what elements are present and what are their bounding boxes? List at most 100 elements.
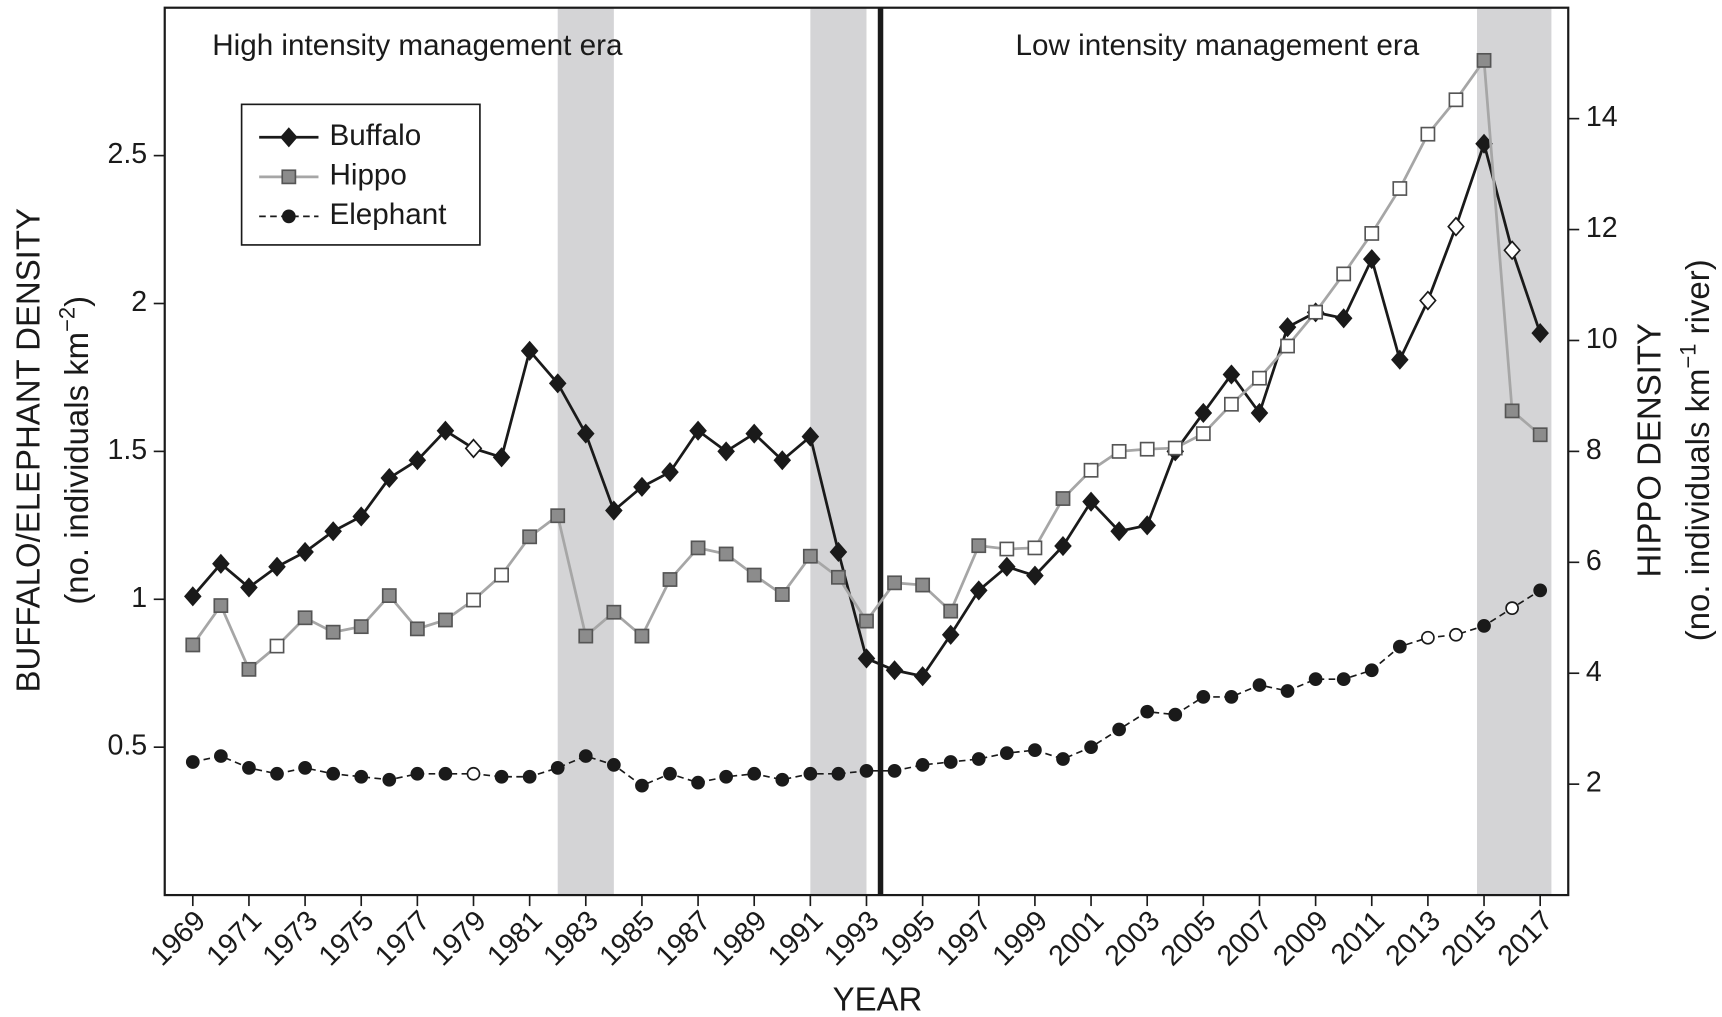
data-point bbox=[466, 592, 481, 608]
data-point bbox=[240, 577, 258, 598]
data-point bbox=[550, 761, 565, 775]
data-point bbox=[999, 746, 1014, 760]
data-point bbox=[718, 546, 734, 562]
data-point bbox=[1138, 515, 1156, 536]
data-point bbox=[1392, 181, 1408, 196]
data-point bbox=[1392, 639, 1407, 654]
data-point bbox=[1082, 491, 1100, 512]
y2-tick-label: 10 bbox=[1586, 323, 1618, 355]
data-point bbox=[1252, 678, 1267, 692]
data-point bbox=[1026, 565, 1044, 586]
data-point bbox=[998, 556, 1016, 577]
data-point bbox=[296, 541, 314, 562]
data-point bbox=[438, 766, 453, 781]
y-axis-sublabel: (no. individuals km−2) bbox=[55, 296, 95, 605]
data-point bbox=[1362, 249, 1381, 270]
data-point bbox=[1364, 663, 1379, 678]
data-point bbox=[831, 766, 846, 781]
legend-label: Hippo bbox=[329, 159, 406, 192]
y-tick-label: 0.5 bbox=[107, 730, 147, 762]
data-point bbox=[774, 587, 790, 602]
legend-box bbox=[240, 103, 481, 246]
data-point bbox=[831, 569, 846, 585]
legend-label: Elephant bbox=[329, 198, 447, 231]
data-point bbox=[1476, 52, 1492, 68]
x-tick-label: 1977 bbox=[369, 905, 437, 973]
data-point bbox=[466, 766, 481, 781]
data-point bbox=[268, 556, 286, 577]
data-point bbox=[436, 420, 455, 441]
data-point bbox=[1334, 308, 1353, 329]
data-point bbox=[1391, 349, 1409, 370]
x-tick-label: 1975 bbox=[313, 905, 381, 973]
data-point bbox=[409, 621, 425, 637]
data-point bbox=[1252, 370, 1267, 386]
data-point bbox=[242, 761, 256, 775]
data-point bbox=[887, 763, 902, 778]
data-point bbox=[297, 610, 313, 626]
data-point bbox=[887, 575, 902, 591]
data-point bbox=[857, 648, 876, 669]
data-point bbox=[1308, 672, 1323, 687]
data-point bbox=[1222, 364, 1241, 385]
y2-tick-label: 2 bbox=[1586, 767, 1602, 799]
data-point bbox=[1531, 323, 1549, 344]
legend-marker bbox=[281, 209, 296, 224]
x-tick-label: 1997 bbox=[930, 905, 998, 973]
data-point bbox=[1419, 290, 1437, 311]
x-tick-label: 2001 bbox=[1043, 905, 1111, 973]
data-point bbox=[915, 577, 931, 593]
x-tick-label: 1979 bbox=[425, 905, 493, 973]
data-point bbox=[1336, 672, 1351, 687]
data-point bbox=[1504, 403, 1520, 419]
data-point bbox=[381, 588, 397, 604]
data-point bbox=[1448, 92, 1464, 108]
x-tick-label: 1971 bbox=[200, 905, 268, 973]
data-point bbox=[1168, 707, 1183, 722]
data-point bbox=[719, 769, 734, 784]
shaded-region bbox=[810, 7, 867, 896]
data-point bbox=[803, 766, 818, 781]
data-point bbox=[690, 540, 706, 556]
data-point bbox=[298, 761, 312, 775]
x-tick-label: 1973 bbox=[257, 905, 325, 973]
data-point bbox=[661, 462, 679, 483]
data-point bbox=[494, 567, 509, 583]
data-point bbox=[943, 755, 958, 769]
x-tick-label: 2013 bbox=[1379, 905, 1447, 973]
annotation: Low intensity management era bbox=[1016, 29, 1420, 62]
data-point bbox=[1533, 583, 1548, 598]
data-point bbox=[606, 604, 622, 620]
data-point bbox=[1055, 491, 1071, 506]
x-tick-label: 2005 bbox=[1155, 905, 1223, 973]
data-point bbox=[971, 538, 987, 554]
data-point bbox=[438, 612, 453, 628]
data-point bbox=[1477, 619, 1491, 633]
data-point bbox=[1054, 536, 1072, 557]
data-point bbox=[494, 769, 509, 784]
data-point bbox=[943, 603, 959, 619]
data-point bbox=[1084, 740, 1098, 755]
x-tick-label: 2009 bbox=[1267, 905, 1335, 973]
y2-axis-label: HIPPO DENSITY bbox=[1631, 323, 1668, 577]
data-point bbox=[1421, 630, 1435, 645]
data-point bbox=[829, 541, 848, 562]
y-tick-label: 1.5 bbox=[107, 434, 147, 466]
x-tick-label: 1989 bbox=[706, 905, 774, 973]
data-point bbox=[633, 476, 651, 497]
data-point bbox=[185, 755, 200, 769]
data-point bbox=[212, 553, 230, 574]
data-point bbox=[1449, 627, 1463, 642]
x-tick-label: 2003 bbox=[1099, 905, 1167, 973]
data-point bbox=[578, 628, 594, 644]
label-part: (no. individuals km bbox=[1679, 369, 1716, 642]
data-point bbox=[1280, 684, 1295, 698]
data-point bbox=[214, 749, 228, 763]
y-axis-label: BUFFALO/ELEPHANT DENSITY bbox=[10, 208, 47, 692]
annotation: High intensity management era bbox=[212, 29, 623, 62]
x-tick-label: 1993 bbox=[818, 905, 886, 973]
data-point bbox=[885, 660, 904, 681]
data-point bbox=[1194, 402, 1213, 423]
data-point bbox=[577, 423, 595, 444]
data-point bbox=[747, 766, 762, 781]
